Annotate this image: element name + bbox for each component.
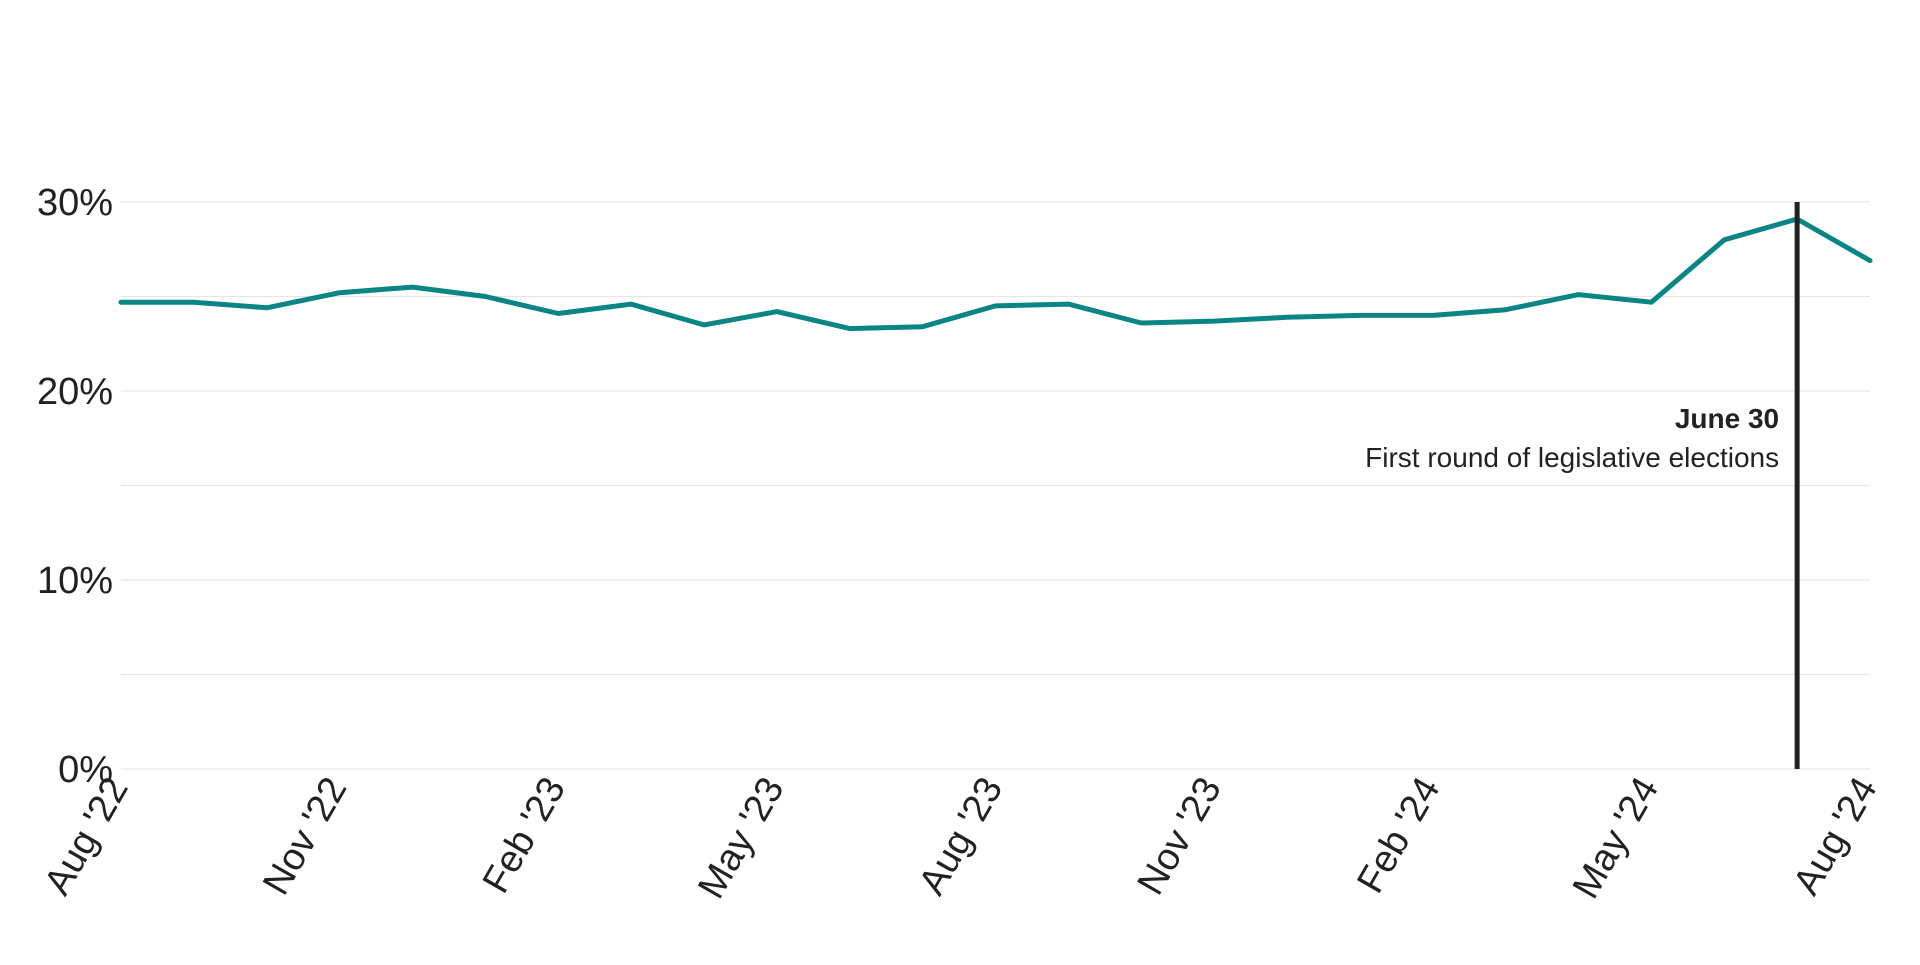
y-axis-ticks: 0% 10% 20% 30% — [37, 182, 113, 791]
x-tick-label: May '24 — [1565, 771, 1667, 906]
annotation-description: First round of legislative elections — [1365, 442, 1779, 473]
y-tick-label: 20% — [37, 371, 113, 413]
gridlines — [121, 201, 1870, 770]
x-axis-ticks: Aug '22 Nov '22 Feb '23 May '23 Aug '23 Nov '… — [37, 771, 1886, 906]
series-line — [118, 216, 1873, 332]
x-tick-label: Nov '23 — [1130, 771, 1230, 903]
y-tick-label: 30% — [37, 182, 113, 224]
x-tick-label: Feb '23 — [475, 771, 574, 901]
x-tick-label: Feb '24 — [1349, 771, 1448, 901]
x-tick-label: May '23 — [690, 771, 792, 906]
series-lines — [118, 216, 1873, 332]
x-tick-label: Aug '23 — [911, 771, 1011, 903]
y-tick-label: 10% — [37, 560, 113, 602]
x-tick-label: Aug '24 — [1786, 771, 1886, 903]
annotation-date-label: June 30 — [1675, 403, 1779, 434]
y-tick-label: 0% — [58, 749, 113, 791]
annotations: June 30 First round of legislative elect… — [1365, 202, 1800, 769]
x-tick-label: Nov '22 — [255, 771, 355, 903]
